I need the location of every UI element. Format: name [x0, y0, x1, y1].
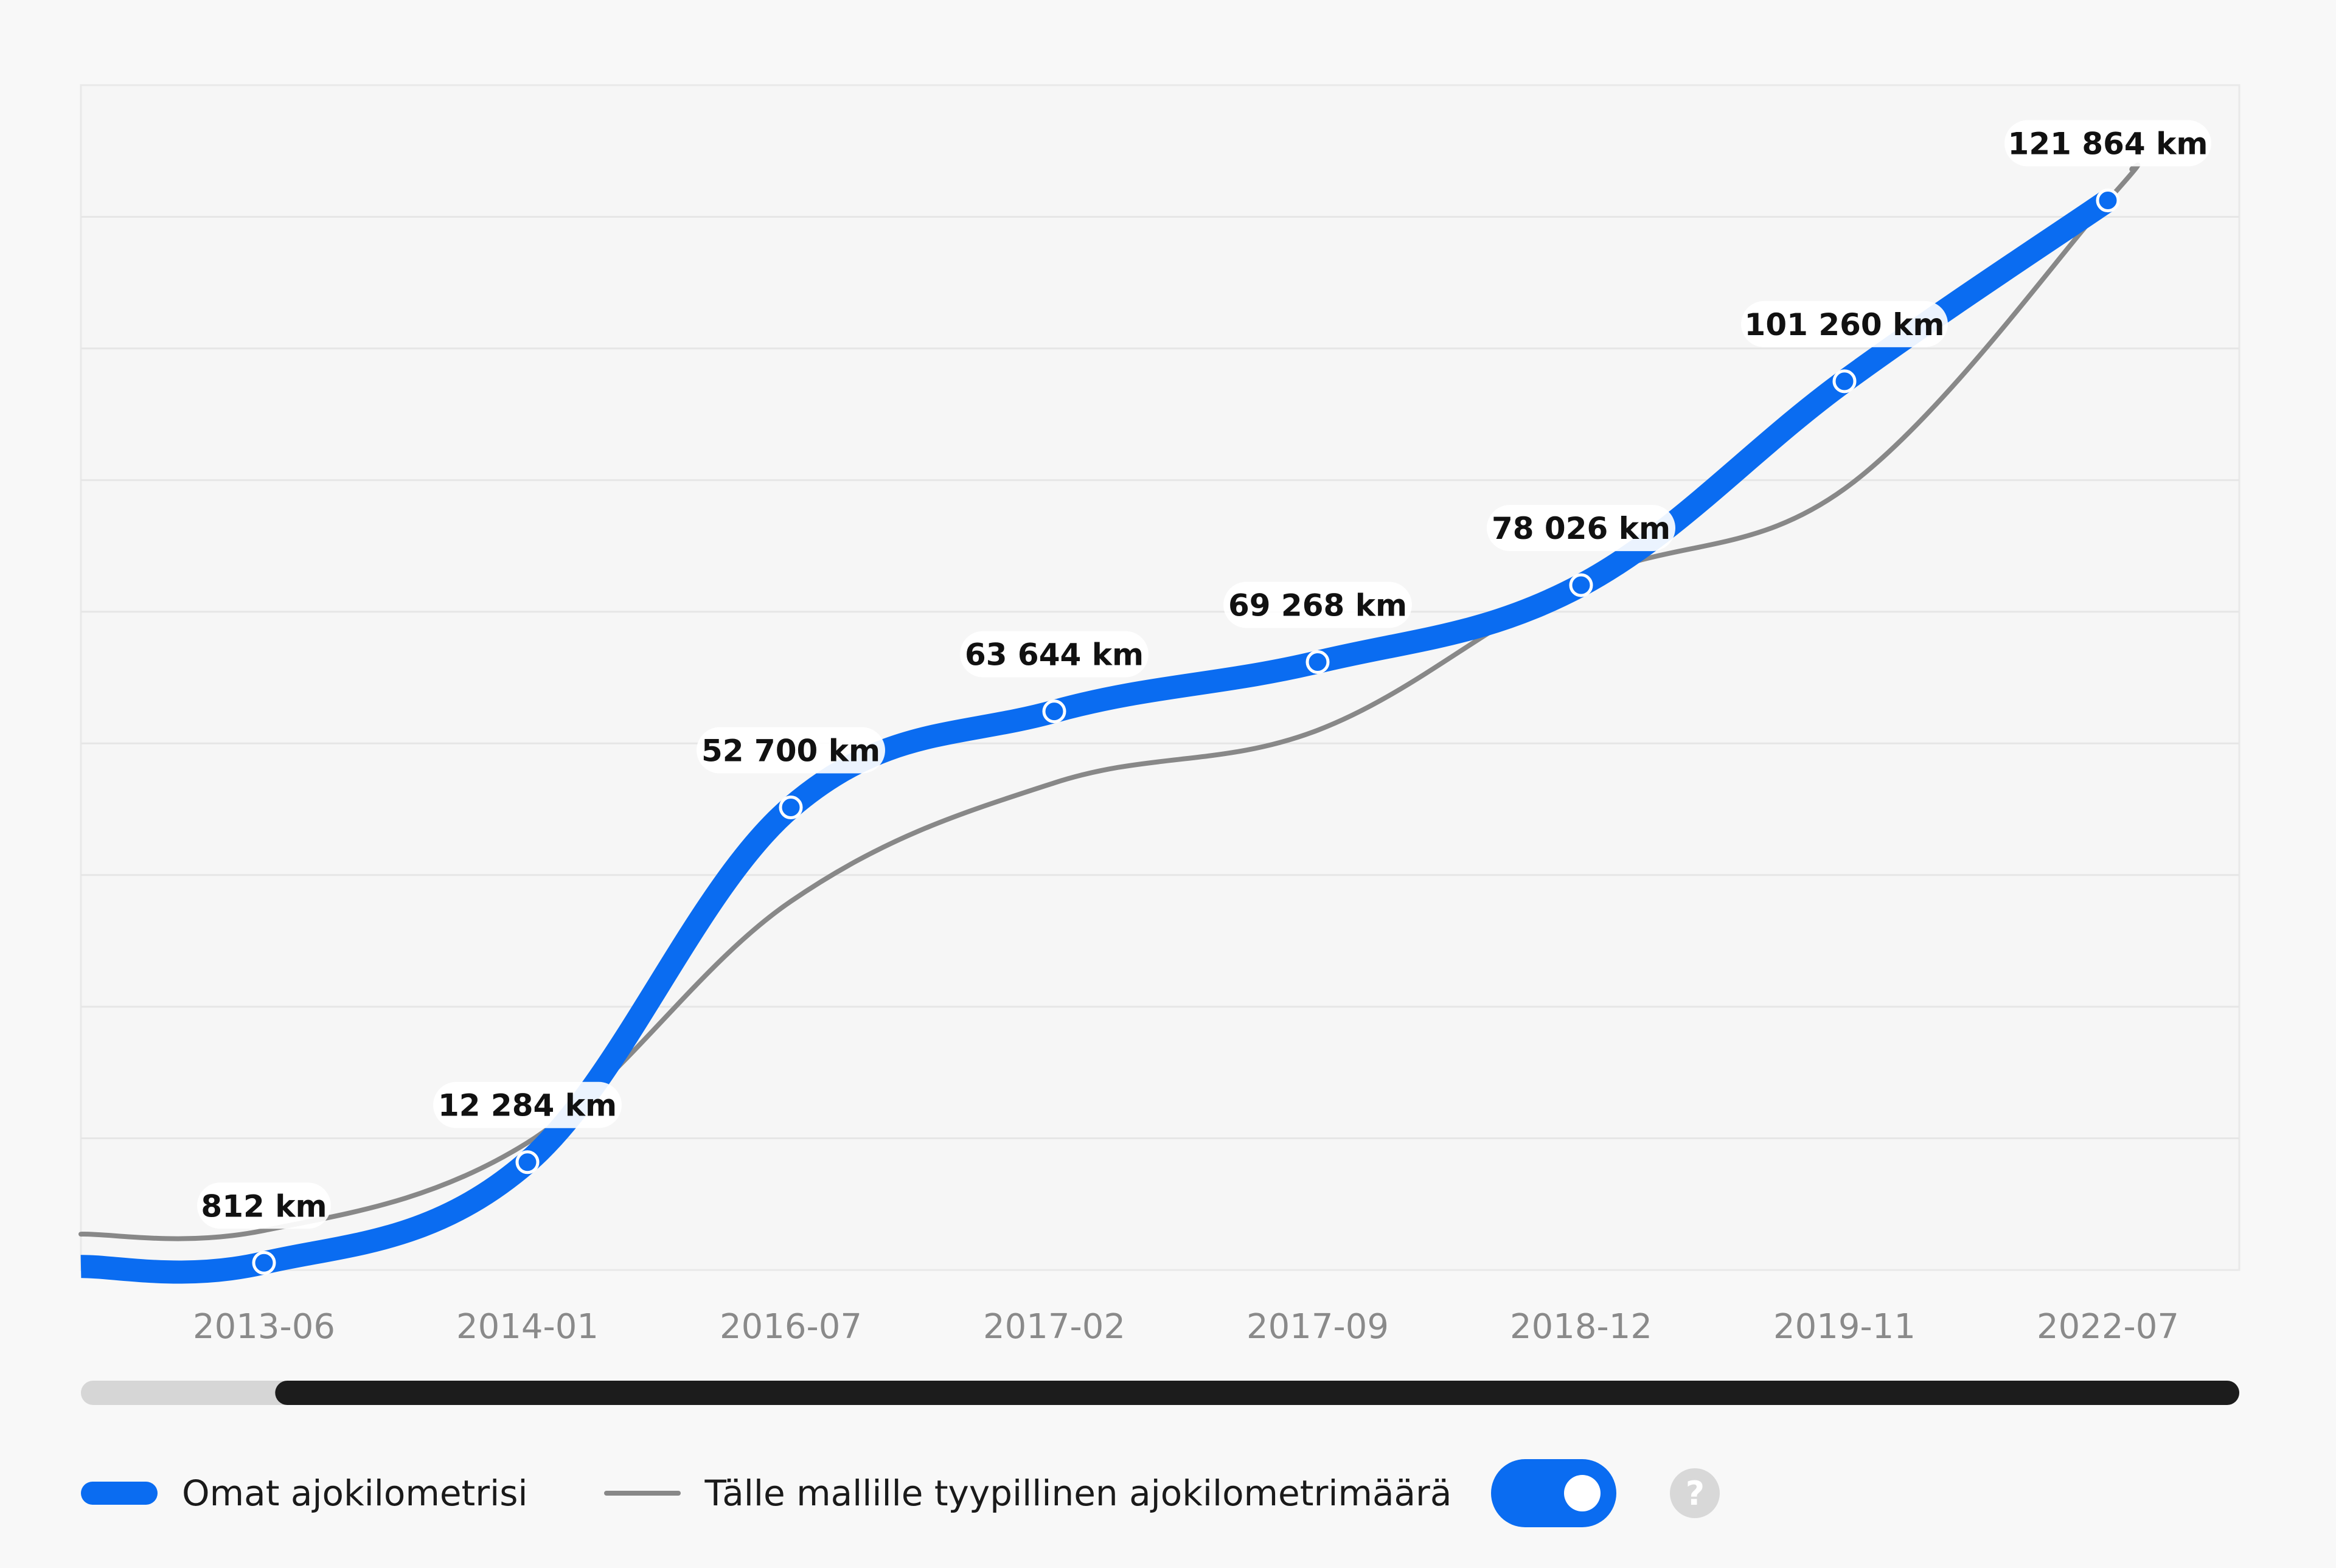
legend-swatch-typical-mileage	[603, 1491, 681, 1496]
data-point	[252, 1251, 276, 1275]
data-label-background	[1223, 581, 1412, 628]
data-label-background	[1741, 300, 1948, 347]
data-label: 812 km	[201, 1188, 327, 1224]
data-label: 78 026 km	[1492, 511, 1670, 546]
toggle-knob	[1564, 1475, 1601, 1511]
legend-label-typical-mileage: Tälle mallille tyypillinen ajokilometrim…	[704, 1473, 1452, 1514]
grid-lines	[81, 215, 2239, 1140]
legend-item-own-mileage: Omat ajokilometrisi	[81, 1473, 528, 1514]
data-point	[2096, 189, 2120, 213]
plot-area	[80, 84, 2240, 1271]
data-label-background	[2004, 120, 2211, 167]
legend-item-typical-mileage: Tälle mallille tyypillinen ajokilometrim…	[528, 1473, 1452, 1514]
scrollbar[interactable]	[81, 1381, 2239, 1405]
data-label-background	[960, 631, 1149, 678]
data-point	[1569, 573, 1593, 597]
data-point	[515, 1150, 540, 1174]
data-label-background	[433, 1081, 622, 1128]
help-icon[interactable]: ?	[1670, 1468, 1720, 1518]
data-point	[1042, 699, 1066, 724]
data-label: 63 644 km	[965, 637, 1144, 673]
x-tick-label: 2019-11	[1773, 1307, 1916, 1347]
x-tick-label: 2017-02	[983, 1307, 1125, 1347]
x-tick-label: 2018-12	[1510, 1307, 1652, 1347]
data-label: 12 284 km	[438, 1088, 617, 1123]
x-axis-ticks: 2013-06 2014-01 2016-07 2017-02 2017-09 2018-…	[193, 1307, 2179, 1347]
data-point	[779, 796, 803, 820]
x-tick-label: 2013-06	[193, 1307, 335, 1347]
data-label-background	[197, 1182, 331, 1229]
data-label: 69 268 km	[1228, 588, 1407, 623]
x-tick-label: 2022-07	[2037, 1307, 2179, 1347]
legend-swatch-own-mileage	[81, 1482, 158, 1505]
chart-legend: Omat ajokilometrisi Tälle mallille tyypi…	[81, 1459, 1720, 1527]
legend-label-own-mileage: Omat ajokilometrisi	[182, 1473, 528, 1514]
scrollbar-thumb[interactable]	[275, 1381, 2239, 1405]
data-label-background	[1487, 505, 1675, 552]
x-tick-label: 2014-01	[456, 1307, 599, 1347]
data-label-background	[697, 727, 885, 774]
typical-mileage-toggle[interactable]	[1491, 1459, 1617, 1527]
data-point	[1832, 369, 1857, 394]
series-line-typical-mileage	[78, 162, 2141, 1241]
x-tick-label: 2016-07	[720, 1307, 862, 1347]
data-points	[252, 189, 2120, 1275]
data-label: 52 700 km	[701, 734, 880, 769]
data-point	[1305, 650, 1330, 674]
data-label: 101 260 km	[1745, 307, 1945, 342]
data-label: 121 864 km	[2008, 127, 2208, 162]
x-tick-label: 2017-09	[1246, 1307, 1389, 1347]
data-labels: 812 km 12 284 km 52 700 km 63 644 km 69 268 …	[197, 120, 2211, 1229]
